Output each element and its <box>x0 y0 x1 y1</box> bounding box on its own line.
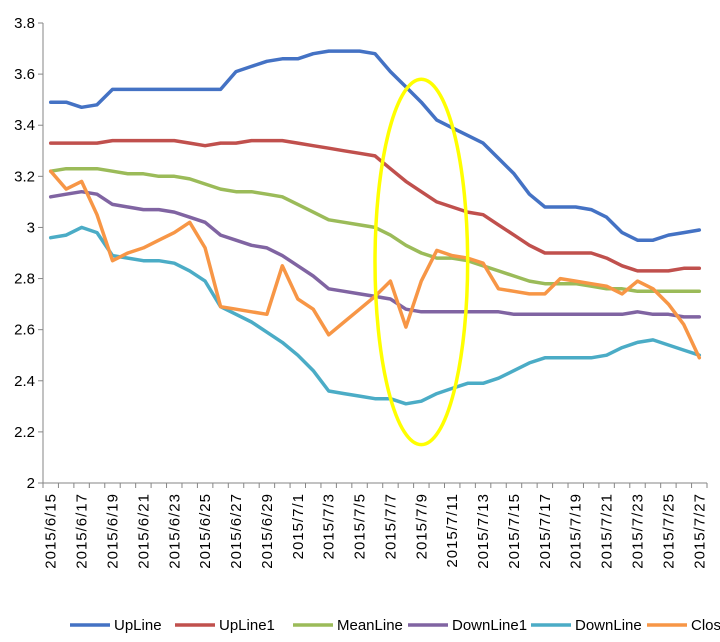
series-line-downline <box>48 225 702 406</box>
x-tick-label: 2015/7/5 <box>352 493 369 559</box>
y-tick-label: 3.6 <box>14 66 35 83</box>
x-tick-label: 2015/6/25 <box>197 493 214 569</box>
legend: UpLine UpLine1 MeanLine DownLine1 DownLine Cl… <box>70 617 720 634</box>
legend-label-upline1: UpLine1 <box>219 617 275 634</box>
x-tick-label: 2015/6/29 <box>259 493 276 569</box>
y-axis: 2 2.2 2.4 2.6 2.8 3 3.2 3.4 3.6 3.8 <box>14 15 44 492</box>
series-line-upline1 <box>48 138 702 273</box>
x-tick-label: 2015/6/27 <box>228 493 245 569</box>
highlight-ellipse <box>373 77 470 447</box>
x-tick-label: 2015/7/25 <box>660 493 677 569</box>
y-tick-label: 3.8 <box>14 15 35 32</box>
x-tick-label: 2015/7/17 <box>537 493 554 569</box>
y-tick-label: 3 <box>27 219 35 236</box>
x-tick-label: 2015/7/13 <box>475 493 492 569</box>
y-tick-label: 3.4 <box>14 117 35 134</box>
y-tick-label: 3.2 <box>14 168 35 185</box>
y-tick-label: 2 <box>27 475 35 492</box>
legend-label-upline: UpLine <box>114 617 162 634</box>
annotation-layer <box>373 77 470 447</box>
x-tick-label: 2015/7/11 <box>444 493 461 568</box>
x-tick-label: 2015/6/21 <box>135 493 152 569</box>
x-tick-label: 2015/6/17 <box>74 493 91 569</box>
series-line-upline <box>48 49 702 242</box>
y-tick-label: 2.2 <box>14 424 35 441</box>
legend-label-downline1: DownLine1 <box>452 617 527 634</box>
legend-label-meanline: MeanLine <box>337 617 403 634</box>
y-tick-label: 2.6 <box>14 322 35 339</box>
x-tick-label: 2015/7/15 <box>506 493 523 569</box>
x-tick-label: 2015/7/3 <box>321 493 338 559</box>
x-tick-label: 2015/6/19 <box>104 493 121 569</box>
x-tick-label: 2015/7/27 <box>691 493 708 569</box>
legend-label-downline: DownLine <box>575 617 642 634</box>
x-tick-label: 2015/6/23 <box>166 493 183 569</box>
x-tick-label: 2015/6/15 <box>43 493 60 569</box>
x-tick-label: 2015/7/7 <box>382 493 399 559</box>
y-tick-label: 2.4 <box>14 373 35 390</box>
x-tick-label: 2015/7/19 <box>568 493 585 569</box>
x-tick-label: 2015/7/9 <box>413 493 430 559</box>
x-tick-label: 2015/7/21 <box>599 493 616 569</box>
x-tick-label: 2015/7/1 <box>290 493 307 559</box>
y-tick-label: 2.8 <box>14 271 35 288</box>
x-axis: 2015/6/15 2015/6/17 2015/6/19 2015/6/21 2015… <box>42 482 708 569</box>
legend-label-close: Close <box>691 617 720 634</box>
x-tick-label: 2015/7/23 <box>630 493 647 569</box>
